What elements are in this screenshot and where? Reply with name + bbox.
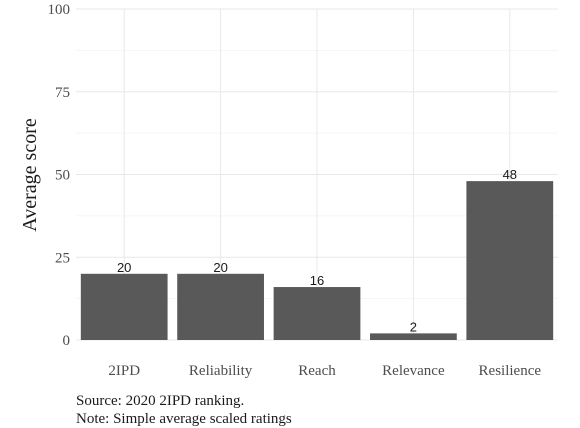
- bar: [80, 273, 168, 340]
- data-label: 48: [503, 167, 517, 182]
- bar-chart: 20 20 16 2 48 0 25 50 75 100 2IPD Reliability Reac…: [19, 2, 558, 379]
- x-axis-ticks: 2IPD Reliability Reach Relevance Resilience: [108, 363, 541, 379]
- y-tick-label: 25: [55, 250, 70, 266]
- source-caption: Source: 2020 2IPD ranking.: [76, 393, 245, 409]
- data-label: 20: [213, 260, 227, 275]
- bar: [466, 181, 554, 340]
- y-tick-label: 50: [55, 168, 70, 184]
- x-tick-label: Reach: [298, 363, 336, 379]
- y-tick-label: 0: [63, 333, 71, 349]
- bar: [177, 273, 264, 340]
- data-label: 2: [410, 319, 417, 334]
- data-label: 20: [117, 260, 131, 275]
- bar: [273, 287, 361, 340]
- bar: [370, 333, 457, 340]
- data-labels: 20 20 16 2 48: [117, 167, 517, 334]
- bars: [80, 181, 554, 340]
- y-tick-label: 75: [55, 85, 70, 101]
- x-tick-label: Relevance: [382, 363, 445, 379]
- x-tick-label: 2IPD: [108, 363, 140, 379]
- data-label: 16: [310, 273, 324, 288]
- x-tick-label: Resilience: [479, 363, 542, 379]
- y-axis-title: Average score: [19, 118, 41, 232]
- y-tick-label: 100: [48, 2, 71, 18]
- y-axis-ticks: 0 25 50 75 100: [48, 2, 71, 349]
- x-tick-label: Reliability: [189, 363, 253, 379]
- note-caption: Note: Simple average scaled ratings: [76, 411, 292, 427]
